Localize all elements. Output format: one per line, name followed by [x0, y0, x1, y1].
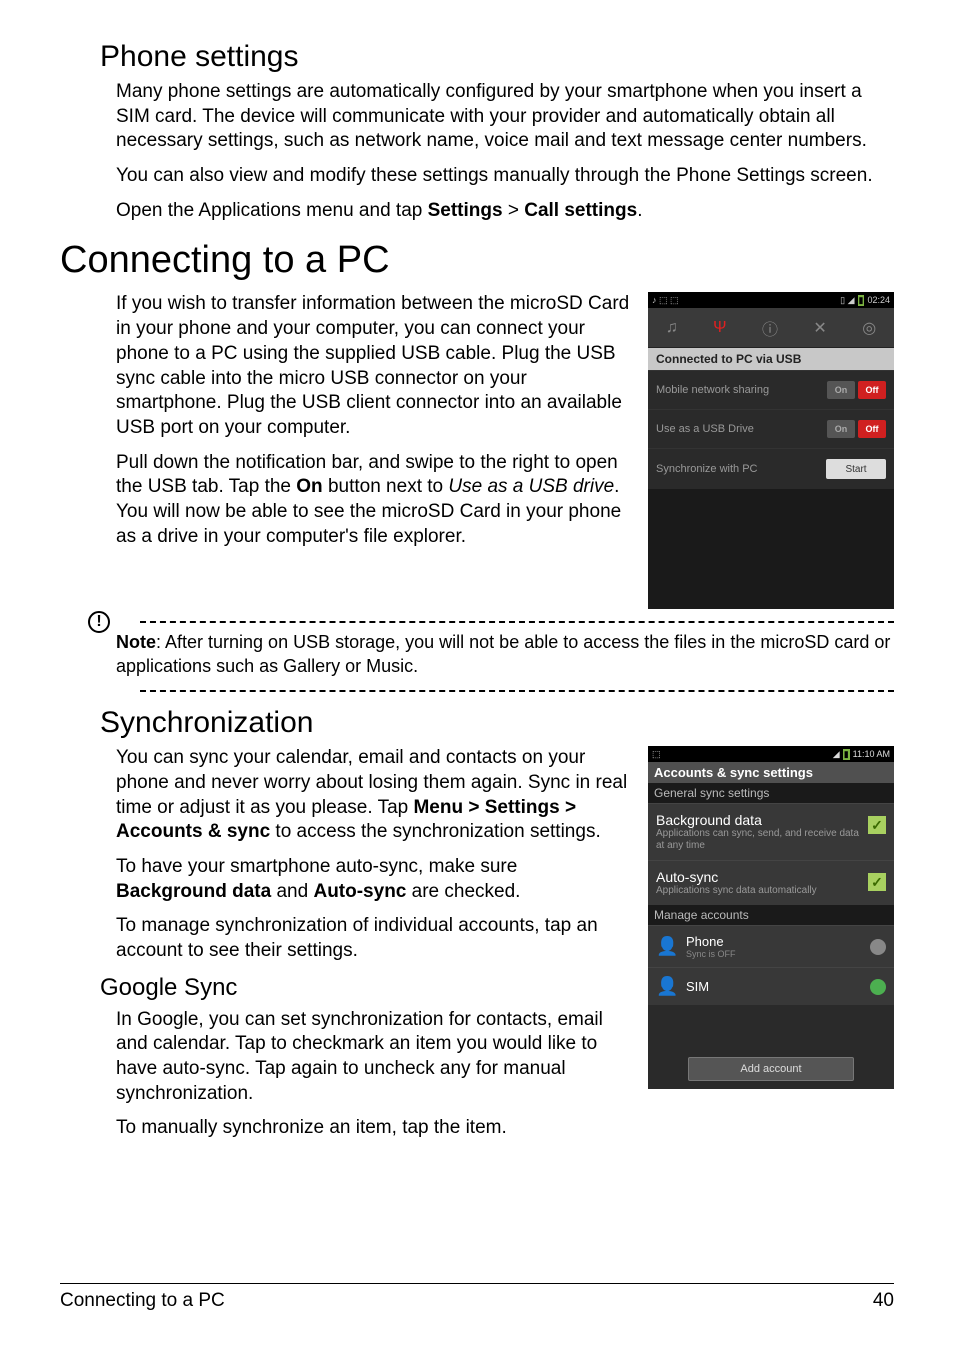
- auto-sync-setting[interactable]: Auto-sync Applications sync data automat…: [648, 860, 894, 905]
- settings-label: Settings: [428, 200, 503, 221]
- dashed-divider: [140, 690, 894, 692]
- account-sub: Sync is OFF: [686, 949, 736, 959]
- sync-screenshot: ⬚ ◢ ▮ 11:10 AM Accounts & sync settings …: [648, 746, 894, 1089]
- status-left: ⬚: [652, 749, 661, 760]
- dashed-divider: [140, 621, 894, 623]
- google-sync-para1: In Google, you can set synchronization f…: [116, 1008, 636, 1107]
- toggle[interactable]: On Off: [827, 381, 886, 399]
- filler: [648, 1005, 894, 1051]
- sync-para2: To have your smartphone auto-sync, make …: [116, 855, 636, 904]
- status-bar: ♪ ⬚ ⬚ ▯ ◢ ▮02:24: [648, 292, 894, 308]
- start-button[interactable]: Start: [826, 459, 886, 479]
- contact-icon: 👤: [656, 936, 678, 957]
- sync-pc-row[interactable]: Synchronize with PC Start: [648, 448, 894, 489]
- setting-sub: Applications can sync, send, and receive…: [656, 828, 868, 852]
- checkbox-checked-icon[interactable]: ✓: [868, 873, 886, 891]
- filler: [648, 489, 894, 609]
- setting-sub: Applications sync data automatically: [656, 885, 817, 897]
- setting-main: Background data: [656, 812, 868, 828]
- row-label: Mobile network sharing: [656, 384, 769, 396]
- group-manage: Manage accounts: [648, 905, 894, 925]
- use-as-usb-label: Use as a USB drive: [448, 476, 614, 497]
- row-label: Use as a USB Drive: [656, 423, 754, 435]
- note-icon: !: [88, 611, 110, 633]
- sync-status-on-icon: [870, 979, 886, 995]
- on-label: On: [296, 476, 322, 497]
- screen-title: Accounts & sync settings: [648, 762, 894, 783]
- text-run: to access the synchronization settings.: [270, 821, 601, 842]
- phone-account-row[interactable]: 👤 Phone Sync is OFF: [648, 925, 894, 967]
- sync-para3: To manage synchronization of individual …: [116, 914, 636, 963]
- sync-status-off-icon: [870, 939, 886, 955]
- footer-title: Connecting to a PC: [60, 1290, 225, 1312]
- battery-icon: ▮: [843, 749, 850, 760]
- sim-icon: 👤: [656, 976, 678, 997]
- text-run: and: [271, 881, 313, 902]
- sync-heading: Synchronization: [100, 706, 894, 740]
- battery-icon: ▮: [858, 295, 865, 306]
- toggle-on[interactable]: On: [827, 381, 855, 399]
- usb-drive-row[interactable]: Use as a USB Drive On Off: [648, 409, 894, 448]
- phone-settings-para2: You can also view and modify these setti…: [116, 164, 894, 189]
- background-data-setting[interactable]: Background data Applications can sync, s…: [648, 803, 894, 860]
- tools-tab-icon[interactable]: ✕: [813, 318, 826, 338]
- call-settings-label: Call settings: [524, 200, 637, 221]
- account-main: Phone: [686, 934, 736, 949]
- note-label: Note: [116, 632, 156, 652]
- phone-settings-para3: Open the Applications menu and tap Setti…: [116, 199, 894, 224]
- status-time: 02:24: [867, 295, 890, 305]
- usb-tab-icon[interactable]: Ψ: [713, 319, 726, 337]
- text-run: are checked.: [406, 881, 520, 902]
- mobile-network-row[interactable]: Mobile network sharing On Off: [648, 370, 894, 409]
- text-run: >: [503, 200, 525, 221]
- toggle-on[interactable]: On: [827, 420, 855, 438]
- group-general: General sync settings: [648, 783, 894, 803]
- status-left-icons: ♪ ⬚ ⬚: [652, 295, 679, 306]
- text-run: button next to: [323, 476, 449, 497]
- auto-sync-label: Auto-sync: [313, 881, 406, 902]
- phone-settings-para1: Many phone settings are automatically co…: [116, 80, 894, 154]
- tab-bar[interactable]: ♫ Ψ ⓘ ✕ ◎: [648, 308, 894, 348]
- signal-icon: ◢: [833, 749, 840, 760]
- circle-tab-icon[interactable]: ◎: [862, 318, 876, 338]
- page-footer: Connecting to a PC 40: [60, 1283, 894, 1312]
- toggle-off[interactable]: Off: [858, 381, 886, 399]
- text-run: To have your smartphone auto-sync, make …: [116, 856, 517, 877]
- connecting-para1: If you wish to transfer information betw…: [116, 292, 636, 440]
- sync-para1: You can sync your calendar, email and co…: [116, 746, 636, 845]
- sim-account-row[interactable]: 👤 SIM: [648, 967, 894, 1005]
- page-number: 40: [873, 1290, 894, 1312]
- bg-data-label: Background data: [116, 881, 271, 902]
- info-tab-icon[interactable]: ⓘ: [762, 316, 778, 340]
- usb-screenshot: ♪ ⬚ ⬚ ▯ ◢ ▮02:24 ♫ Ψ ⓘ ✕ ◎ Connected to P…: [648, 292, 894, 609]
- text-run: Open the Applications menu and tap: [116, 200, 428, 221]
- account-main: SIM: [686, 979, 709, 994]
- note-text: : After turning on USB storage, you will…: [116, 632, 890, 675]
- connecting-heading: Connecting to a PC: [60, 239, 894, 282]
- usb-group-header: Connected to PC via USB: [648, 348, 894, 370]
- row-label: Synchronize with PC: [656, 463, 758, 475]
- setting-main: Auto-sync: [656, 869, 817, 885]
- music-tab-icon[interactable]: ♫: [666, 319, 678, 337]
- status-bar: ⬚ ◢ ▮ 11:10 AM: [648, 746, 894, 762]
- signal-icon: ▯ ◢: [840, 295, 854, 306]
- toggle[interactable]: On Off: [827, 420, 886, 438]
- note-block: ! Note: After turning on USB storage, yo…: [116, 631, 894, 678]
- checkbox-checked-icon[interactable]: ✓: [868, 816, 886, 834]
- google-sync-para2: To manually synchronize an item, tap the…: [116, 1116, 894, 1141]
- toggle-off[interactable]: Off: [858, 420, 886, 438]
- add-account-button[interactable]: Add account: [688, 1057, 854, 1081]
- connecting-para2: Pull down the notification bar, and swip…: [116, 451, 636, 550]
- status-time: 11:10 AM: [853, 749, 890, 759]
- text-run: .: [637, 200, 642, 221]
- phone-settings-heading: Phone settings: [100, 40, 894, 74]
